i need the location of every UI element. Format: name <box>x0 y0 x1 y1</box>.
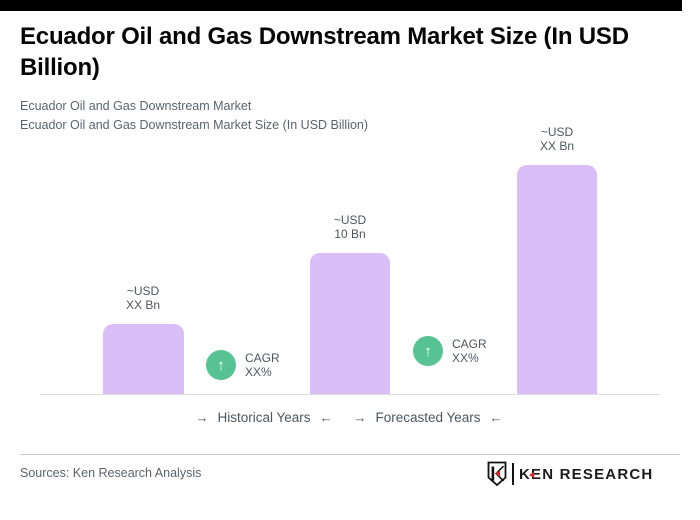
cagr-annotation: ↑ CAGR XX% <box>206 350 280 380</box>
growth-arrow-icon: ↑ <box>206 350 236 380</box>
top-black-bar <box>0 0 682 11</box>
bar-value-label: ~USD XX Bn <box>125 284 161 312</box>
right-arrow-icon: → <box>353 410 367 425</box>
axis-label-forecasted: Forecasted Years <box>375 410 481 425</box>
right-arrow-icon: → <box>195 410 209 425</box>
chart-subtitle-line-1: Ecuador Oil and Gas Downstream Market <box>20 99 252 113</box>
axis-group-historical: → Historical Years ← <box>195 410 332 425</box>
page-title: Ecuador Oil and Gas Downstream Market Si… <box>20 23 629 81</box>
market-size-bar-historical <box>103 324 184 394</box>
axis-group-forecasted: → Forecasted Years ← <box>353 410 502 425</box>
footer-divider <box>20 454 680 455</box>
ken-research-logo: KEN RESEARCH <box>486 461 653 487</box>
market-size-bar-current <box>310 253 390 394</box>
sources-text: Sources: Ken Research Analysis <box>20 466 202 480</box>
logo-separator <box>512 463 514 485</box>
left-arrow-icon: ← <box>489 410 503 425</box>
x-axis-line <box>40 394 660 395</box>
axis-label-historical: Historical Years <box>217 410 311 425</box>
cagr-label: CAGR XX% <box>452 337 487 365</box>
market-size-bar-forecast <box>517 165 597 394</box>
left-arrow-icon: ← <box>319 410 333 425</box>
chart-subtitle-line-2: Ecuador Oil and Gas Downstream Market Si… <box>20 117 369 132</box>
bar-value-label: ~USD XX Bn <box>539 125 575 153</box>
cagr-annotation: ↑ CAGR XX% <box>413 336 487 366</box>
ken-research-badge-icon <box>487 461 507 487</box>
logo-text: KEN RESEARCH <box>519 466 654 483</box>
bar-value-label: ~USD 10 Bn <box>333 213 367 241</box>
chart-subtitle: Ecuador Oil and Gas Downstream Market Ec… <box>20 97 368 134</box>
growth-arrow-icon: ↑ <box>413 336 443 366</box>
logo-red-accent <box>529 472 534 478</box>
cagr-label: CAGR XX% <box>245 351 280 379</box>
